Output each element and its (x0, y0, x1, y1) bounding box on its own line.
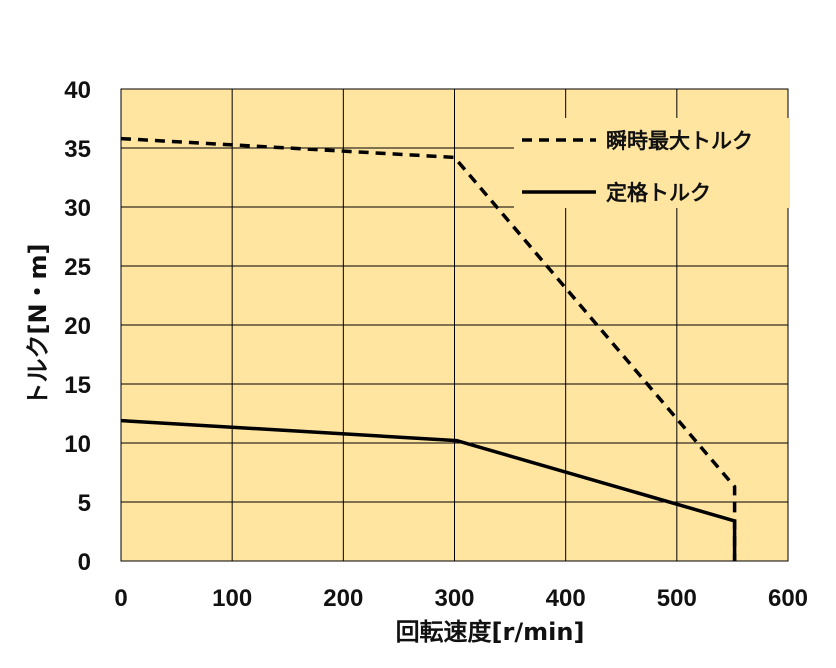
y-axis-title: トルク[N・m] (24, 243, 52, 406)
x-tick-label: 200 (323, 585, 363, 612)
y-tick-label: 35 (64, 136, 91, 163)
y-tick-label: 25 (64, 254, 91, 281)
y-tick-label: 40 (64, 77, 91, 104)
legend-label-max-torque: 瞬時最大トルク (606, 129, 753, 153)
x-tick-labels: 0 100 200 300 400 500 600 (114, 585, 808, 612)
x-tick-label: 100 (212, 585, 252, 612)
x-tick-label: 300 (434, 585, 474, 612)
legend-label-rated-torque: 定格トルク (606, 181, 711, 205)
x-axis-title: 回転速度[r/min] (396, 618, 585, 646)
y-tick-label: 10 (64, 431, 91, 458)
series-line-rated-torque (120, 418, 737, 561)
y-tick-label: 15 (64, 372, 91, 399)
legend: 瞬時最大トルク 定格トルク (514, 118, 790, 208)
x-tick-label: 400 (546, 585, 586, 612)
plot-border (120, 88, 789, 562)
series-layer (120, 136, 737, 561)
y-tick-label: 5 (78, 490, 91, 517)
x-tick-label: 600 (768, 585, 808, 612)
y-tick-label: 20 (64, 313, 91, 340)
x-tick-label: 0 (114, 585, 127, 612)
y-tick-label: 30 (64, 195, 91, 222)
y-tick-labels: 0 5 10 15 20 25 30 35 40 (64, 77, 91, 576)
y-tick-label: 0 (78, 549, 91, 576)
x-tick-label: 500 (657, 585, 697, 612)
